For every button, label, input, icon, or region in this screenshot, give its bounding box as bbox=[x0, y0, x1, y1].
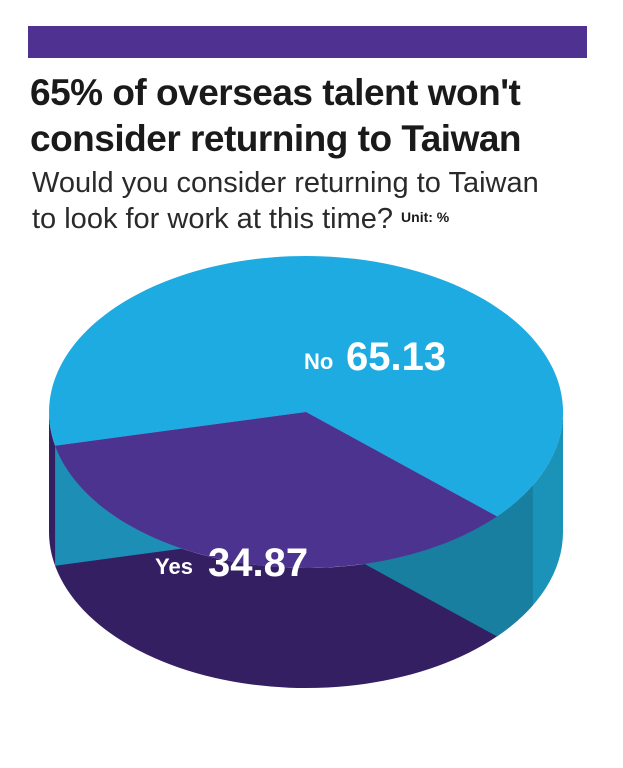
chart-subtitle-line-2-text: to look for work at this time? bbox=[32, 203, 394, 235]
chart-subtitle-line-1: Would you consider returning to Taiwan bbox=[32, 167, 539, 199]
chart-subtitle-line-2: to look for work at this time? Unit: % bbox=[32, 200, 612, 236]
no-slice-label: No bbox=[304, 349, 333, 374]
chart-title-line-2: consider returning to Taiwan bbox=[30, 118, 522, 159]
chart-title-line-1: 65% of overseas talent won't bbox=[30, 72, 521, 113]
yes-slice-side bbox=[48, 412, 497, 689]
chart-title: 65% of overseas talent won't consider re… bbox=[30, 70, 600, 162]
header-bar bbox=[28, 26, 587, 58]
no-slice-side-shade bbox=[497, 485, 533, 637]
unit-label: Unit: % bbox=[401, 209, 450, 225]
yes-slice-value: 34.87 bbox=[208, 541, 308, 585]
pie-labels: No 65.13 Yes 34.87 bbox=[155, 335, 446, 585]
yes-slice-label: Yes bbox=[155, 554, 193, 579]
no-slice-value: 65.13 bbox=[346, 335, 446, 379]
pie-tops bbox=[49, 256, 564, 569]
pie-sides bbox=[48, 412, 563, 689]
yes-slice-top bbox=[55, 412, 497, 569]
chart-subtitle: Would you consider returning to Taiwan t… bbox=[32, 166, 612, 236]
no-slice-top bbox=[49, 256, 564, 517]
